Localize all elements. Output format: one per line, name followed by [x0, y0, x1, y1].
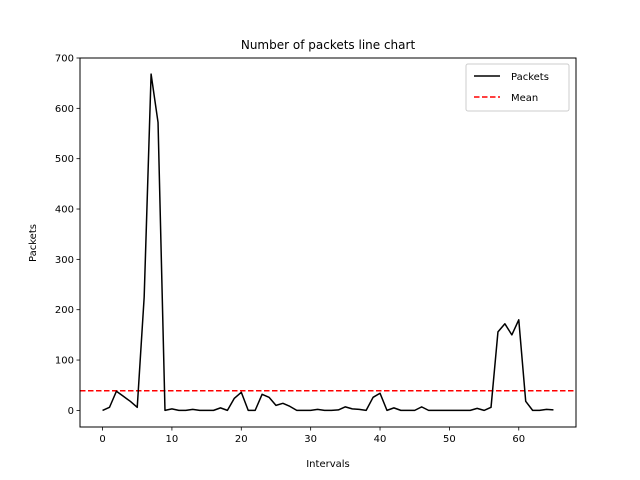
y-axis: 0 100 200 300 400 500 600 700 [55, 54, 80, 417]
x-tick-label: 50 [443, 434, 456, 445]
y-tick-label: 0 [68, 406, 74, 417]
y-tick-label: 300 [55, 255, 74, 266]
x-tick-label: 40 [374, 434, 387, 445]
y-axis-title: Packets [28, 224, 39, 262]
x-tick-label: 10 [166, 434, 179, 445]
legend-label-packets: Packets [511, 72, 549, 83]
plot-area [79, 57, 577, 428]
y-tick-label: 500 [55, 154, 74, 165]
plot-frame [79, 57, 577, 428]
y-tick-label: 100 [55, 356, 74, 367]
x-tick-label: 20 [235, 434, 248, 445]
x-tick-label: 60 [512, 434, 525, 445]
x-axis-title: Intervals [306, 459, 350, 470]
legend-label-mean: Mean [511, 93, 538, 104]
packets-line [102, 73, 554, 412]
y-tick-label: 600 [55, 104, 74, 115]
x-axis: 0 10 20 30 40 50 60 [99, 427, 525, 445]
chart-title: Number of packets line chart [241, 38, 416, 52]
y-tick-label: 200 [55, 305, 74, 316]
x-tick-label: 30 [304, 434, 317, 445]
y-tick-label: 700 [55, 54, 74, 65]
legend: Packets Mean [465, 63, 570, 112]
x-tick-label: 0 [99, 434, 105, 445]
y-tick-label: 400 [55, 205, 74, 216]
